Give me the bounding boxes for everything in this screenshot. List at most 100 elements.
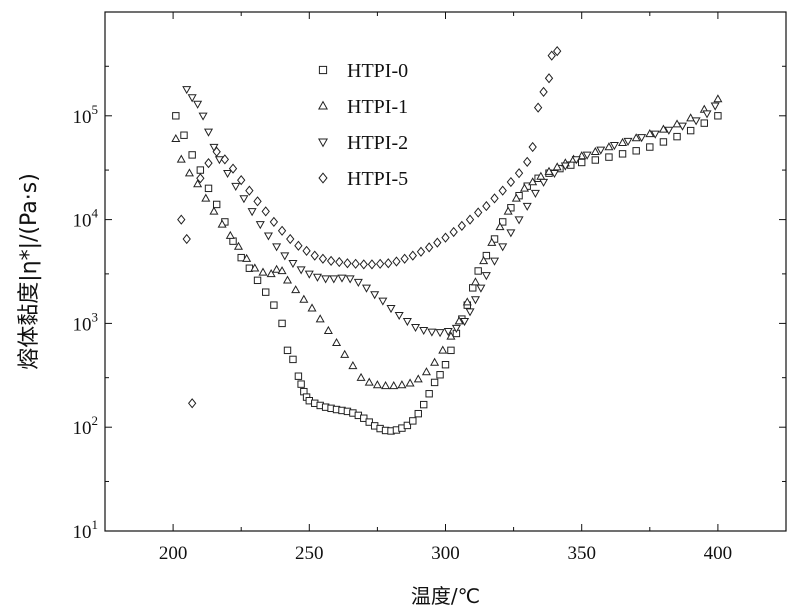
data-point [632,147,640,155]
data-point [479,256,489,265]
data-point [673,132,681,141]
data-point [193,100,203,109]
data-point [233,241,244,250]
data-point [470,277,480,286]
data-point [321,275,331,284]
data-point [198,112,208,121]
data-point [449,226,458,238]
data-point [223,169,233,179]
data-point [247,208,257,217]
data-point [646,143,654,151]
data-point [553,45,562,57]
data-point [402,317,412,327]
legend-label: HTPI-2 [347,132,408,154]
plot-area [171,45,723,435]
data-point [409,417,417,425]
data-point [405,378,415,387]
data-point [658,124,668,133]
data-point [289,355,297,364]
data-point [447,346,455,355]
data-point [278,319,286,328]
y-tick-label: 102 [73,413,99,439]
x-tick-label: 300 [431,543,460,564]
x-tick-label: 400 [704,543,733,564]
data-point [329,275,339,284]
data-point [424,242,434,253]
data-point [514,168,524,179]
data-point [549,169,559,179]
data-point [286,233,295,245]
x-axis-title: 温度/℃ [411,584,480,608]
x-tick-label: 350 [567,543,596,564]
data-point [296,266,306,275]
data-point [476,284,486,293]
data-point [400,253,409,264]
data-point [262,288,270,296]
data-point [514,216,524,225]
data-point [361,284,372,293]
legend-label: HTPI-5 [347,168,408,190]
data-point [419,326,429,336]
data-point [364,377,374,386]
data-point [519,183,530,192]
data-point [263,232,273,241]
data-point [582,151,592,160]
data-point [182,233,191,245]
data-point [217,219,227,228]
data-point [686,126,695,135]
data-point [411,323,421,333]
data-point [337,274,347,283]
data-point [710,102,720,111]
data-point [294,240,303,251]
y-tick-label: 101 [73,517,99,543]
data-point [604,142,614,151]
legend-item-htpi-1: HTPI-1 [318,96,408,118]
data-point [386,305,396,314]
data-point [591,156,600,164]
data-point [177,214,186,225]
data-point [552,162,562,171]
data-point [310,250,319,261]
data-point [637,134,647,143]
data-point [299,294,309,303]
data-point [193,179,203,188]
data-point [465,308,475,317]
data-point [188,398,197,409]
legend-marker [318,138,328,148]
data-point [203,128,214,137]
data-point [280,252,290,261]
data-point [403,421,412,430]
data-point [460,317,470,327]
legend: HTPI-0 HTPI-1 HTPI-2 HTPI-5 [318,60,408,190]
data-point [277,225,287,236]
data-point [528,141,537,153]
data-point [659,138,668,146]
data-point [430,378,439,387]
data-point [348,360,358,370]
data-point [172,112,180,120]
legend-item-htpi-2: HTPI-2 [318,132,408,154]
data-point [590,146,600,156]
data-point [609,142,619,151]
data-point [482,200,491,212]
data-point [397,380,407,389]
data-point [356,372,366,381]
data-point [212,200,221,209]
data-point [212,146,221,157]
data-point [530,189,540,198]
data-point [188,151,196,159]
legend-label: HTPI-0 [347,60,408,82]
data-point [277,266,287,275]
data-point [503,206,513,215]
data-point [266,269,276,278]
data-point [416,246,426,257]
data-point [258,267,268,276]
data-point [433,237,442,248]
data-point [420,400,428,409]
data-point [229,237,237,245]
data-point [204,184,213,193]
data-point [435,329,445,338]
data-point [506,176,516,188]
legend-marker [318,65,328,75]
data-point [378,297,388,306]
